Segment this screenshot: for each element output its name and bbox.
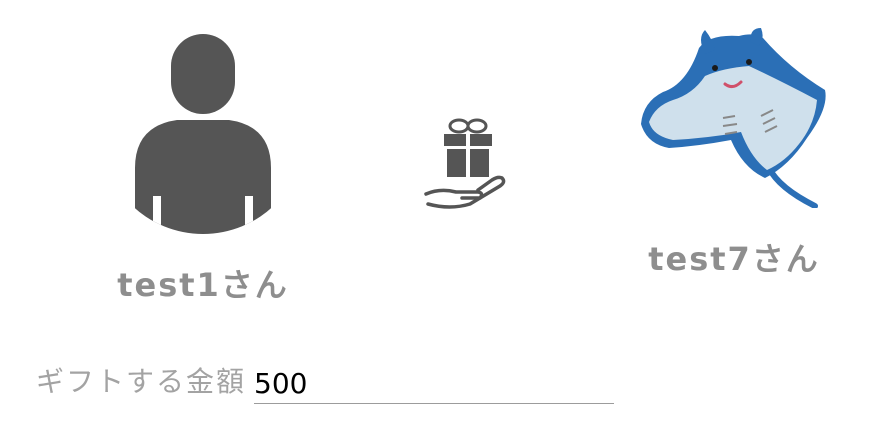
- gift-in-hand-icon: [424, 118, 506, 209]
- sender-user: test1さん: [93, 28, 313, 306]
- receiver-user: test7さん: [624, 28, 844, 280]
- gift-amount-label: ギフトする金額: [36, 365, 247, 398]
- user-silhouette-icon: [135, 34, 271, 234]
- gift-amount-input[interactable]: [254, 363, 615, 404]
- receiver-name: test7さん: [648, 240, 820, 278]
- gift-amount-row: ギフトする金額: [36, 360, 615, 404]
- sender-name: test1さん: [117, 266, 289, 304]
- manta-ray-icon: [641, 28, 826, 208]
